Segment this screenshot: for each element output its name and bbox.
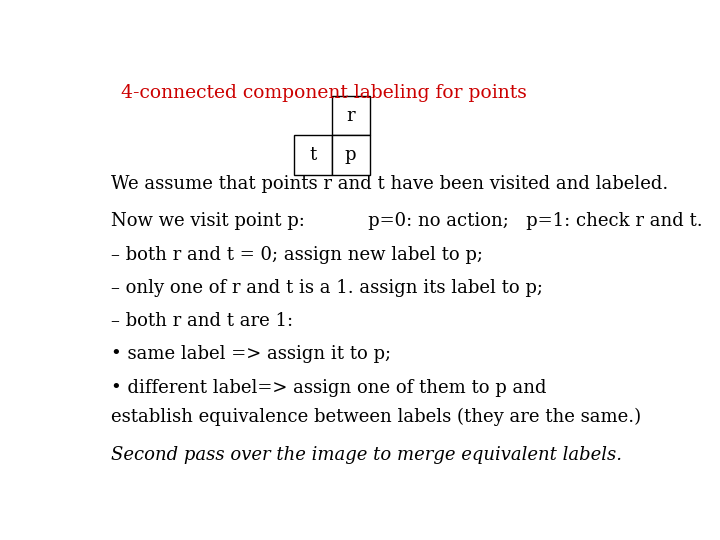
Text: • different label=> assign one of them to p and: • different label=> assign one of them t… bbox=[111, 379, 546, 397]
Text: 4-connected component labeling for points: 4-connected component labeling for point… bbox=[121, 84, 526, 102]
Text: • same label => assign it to p;: • same label => assign it to p; bbox=[111, 346, 392, 363]
Text: – both r and t = 0; assign new label to p;: – both r and t = 0; assign new label to … bbox=[111, 246, 483, 264]
Text: – only one of r and t is a 1. assign its label to p;: – only one of r and t is a 1. assign its… bbox=[111, 279, 543, 297]
Text: establish equivalence between labels (they are the same.): establish equivalence between labels (th… bbox=[111, 408, 642, 426]
Text: p: p bbox=[345, 146, 356, 164]
Text: We assume that points r and t have been visited and labeled.: We assume that points r and t have been … bbox=[111, 175, 668, 193]
Bar bbox=[294, 136, 332, 175]
Text: r: r bbox=[346, 107, 355, 125]
Text: t: t bbox=[309, 146, 316, 164]
Text: Second pass over the image to merge equivalent labels.: Second pass over the image to merge equi… bbox=[111, 446, 622, 464]
Text: – both r and t are 1:: – both r and t are 1: bbox=[111, 312, 293, 330]
Bar bbox=[332, 96, 369, 136]
Bar bbox=[332, 136, 369, 175]
Text: Now we visit point p:           p=0: no action;   p=1: check r and t.: Now we visit point p: p=0: no action; p=… bbox=[111, 212, 703, 231]
